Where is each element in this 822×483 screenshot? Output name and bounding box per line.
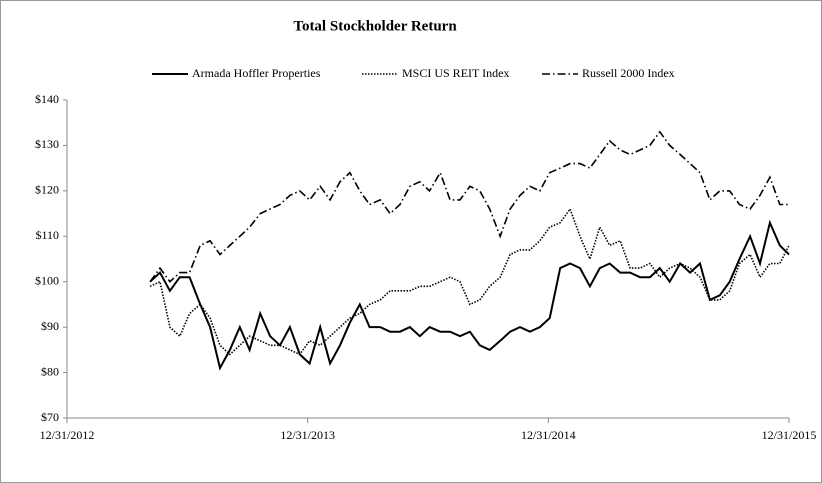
y-tick-label: $140 — [35, 92, 59, 106]
series-line — [149, 219, 790, 371]
chart-title: Total Stockholder Return — [293, 18, 457, 34]
x-tick-label: 12/31/2015 — [762, 428, 817, 442]
y-tick-label: $120 — [35, 183, 59, 197]
y-tick-label: $70 — [41, 410, 59, 424]
legend-label: Russell 2000 Index — [582, 66, 675, 80]
y-tick-label: $110 — [35, 228, 59, 242]
y-tick-label: $100 — [35, 273, 59, 287]
y-tick-label: $130 — [35, 137, 59, 151]
series-line — [149, 130, 789, 283]
series-line — [149, 207, 790, 356]
legend-label: Armada Hoffler Properties — [192, 66, 321, 80]
x-tick-label: 12/31/2013 — [280, 428, 335, 442]
y-tick-label: $80 — [41, 364, 59, 378]
legend-label: MSCI US REIT Index — [402, 66, 509, 80]
x-tick-label: 12/31/2014 — [521, 428, 576, 442]
y-tick-label: $90 — [41, 319, 59, 333]
x-tick-label: 12/31/2012 — [40, 428, 95, 442]
